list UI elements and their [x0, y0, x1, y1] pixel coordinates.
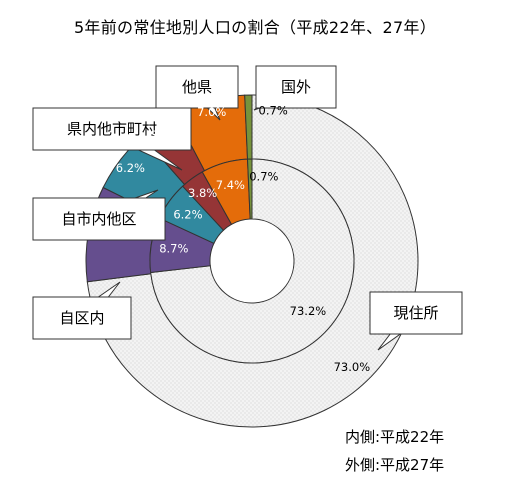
callout-fill-abroad [257, 67, 335, 107]
callout-fill-other-ward-in-city [34, 199, 164, 239]
outer-label-other-ward-in-city: 6.2% [116, 161, 145, 175]
callout-fill-other-city-in-prefecture [34, 109, 190, 149]
callout-fill-own-ward [34, 298, 130, 338]
inner-slice-current-address [150, 158, 355, 364]
inner-label-current-address: 73.2% [290, 304, 327, 318]
callout-fill-current-address [371, 293, 461, 333]
inner-slice-abroad [246, 158, 253, 220]
chart-title: 5年前の常住地別人口の割合（平成22年、27年） [73, 18, 437, 37]
inner-label-other-ward-in-city: 6.2% [173, 207, 202, 221]
callout-label-other-prefecture: 他県 [182, 78, 212, 96]
outer-label-current-address: 73.0% [334, 360, 371, 374]
outer-label-own-ward: 9.3% [86, 229, 115, 243]
outer-ring-note: 外側:平成27年 [345, 456, 445, 474]
callout-label-current-address: 現住所 [393, 304, 438, 322]
callouts: 現住所 自区内 自市内他区 県内他市町村 他県 国外 [32, 65, 463, 351]
inner-label-own-ward: 8.7% [159, 241, 188, 255]
outer-label-abroad: 0.7% [259, 104, 288, 118]
callout-label-own-ward: 自区内 [59, 309, 104, 327]
inner-label-other-city-in-prefecture: 3.8% [188, 186, 217, 200]
callout-label-abroad: 国外 [281, 78, 311, 96]
outer-label-other-prefecture: 7.0% [197, 105, 226, 119]
inner-ring-note: 内側:平成22年 [345, 428, 445, 446]
inner-label-abroad: 0.7% [249, 170, 278, 184]
percent-labels: 73.2%8.7%6.2%3.8%7.4%0.7%73.0%9.3%6.2%3.… [86, 104, 370, 374]
inner-ring [149, 158, 355, 364]
callout-fill-other-prefecture [157, 67, 237, 107]
callout-label-other-ward-in-city: 自市内他区 [61, 210, 136, 228]
inner-label-other-prefecture: 7.4% [216, 178, 245, 192]
outer-label-other-city-in-prefecture: 3.8% [150, 128, 179, 142]
callout-label-other-city-in-prefecture: 県内他市町村 [67, 120, 157, 138]
